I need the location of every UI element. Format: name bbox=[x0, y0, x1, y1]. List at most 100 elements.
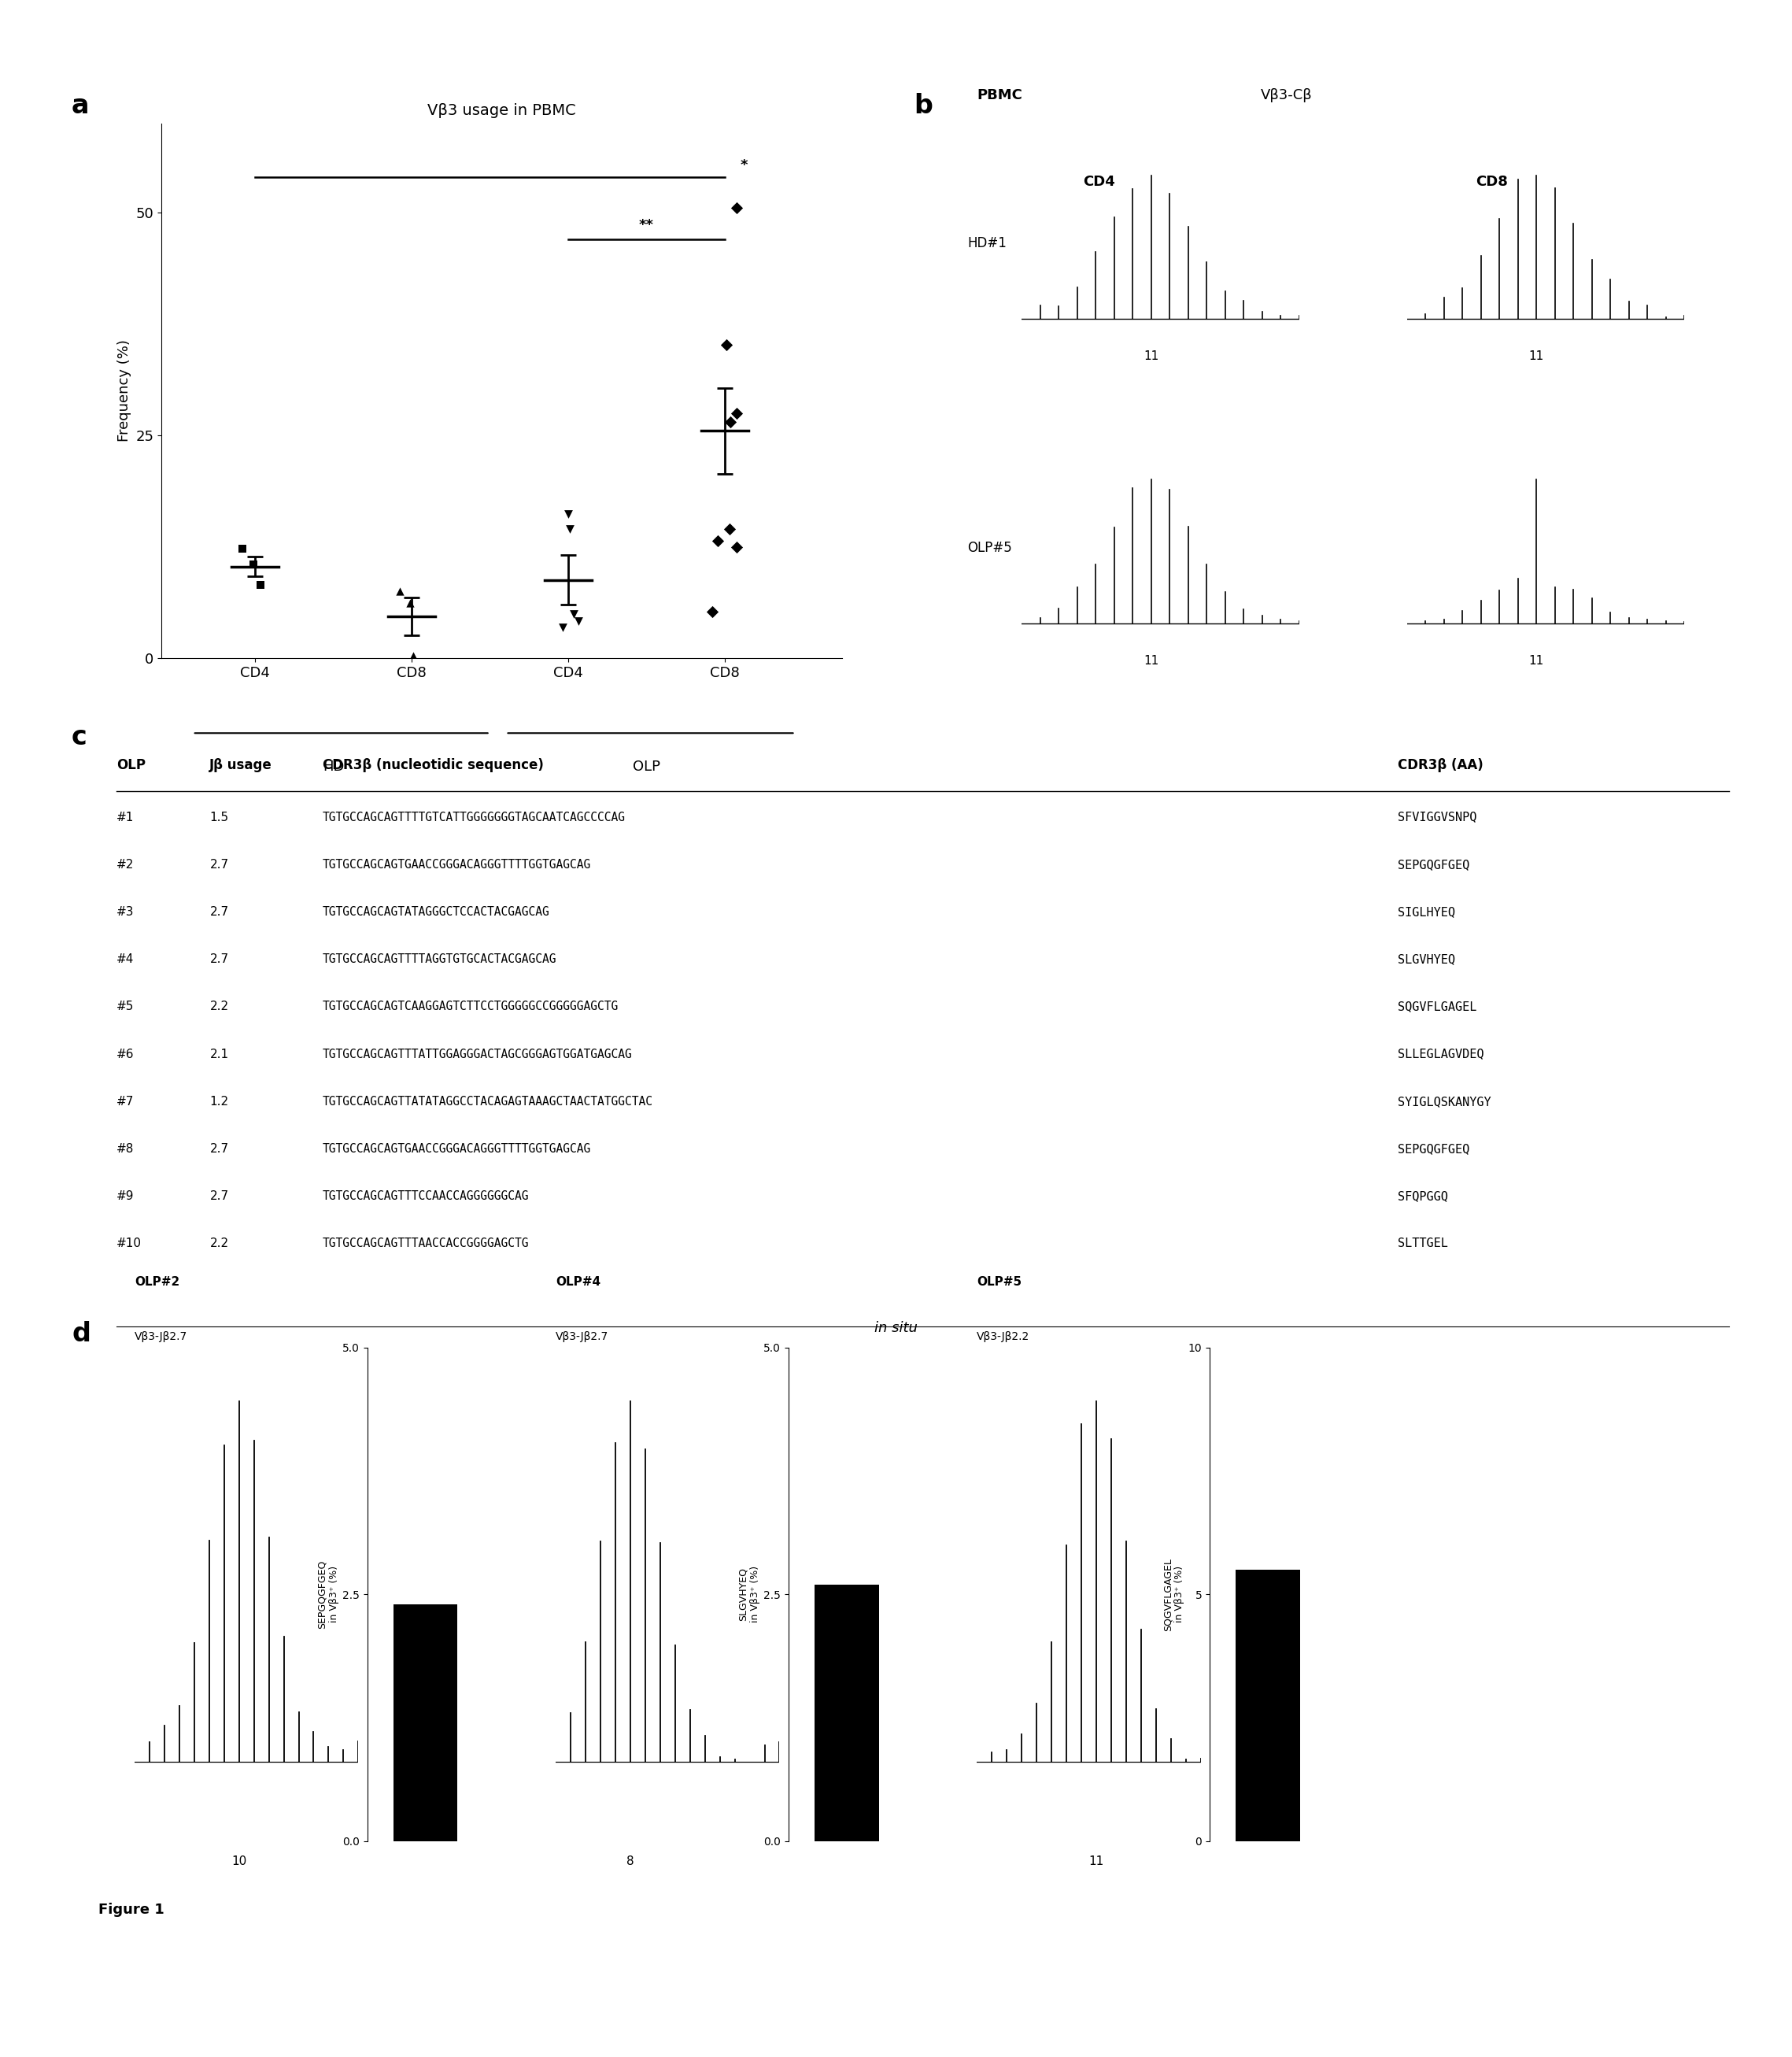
Text: SYIGLQSKANYGY: SYIGLQSKANYGY bbox=[1398, 1096, 1491, 1107]
Text: #9: #9 bbox=[116, 1191, 134, 1201]
Text: #10: #10 bbox=[116, 1238, 142, 1251]
Text: SLTTGEL: SLTTGEL bbox=[1398, 1238, 1448, 1251]
Point bbox=[556, 512, 584, 545]
Text: #8: #8 bbox=[116, 1144, 134, 1154]
Text: 2.2: 2.2 bbox=[210, 1238, 229, 1251]
Text: #1: #1 bbox=[116, 810, 134, 823]
Text: SIGLHYEQ: SIGLHYEQ bbox=[1398, 905, 1455, 917]
Text: 2.7: 2.7 bbox=[210, 905, 229, 917]
Text: HD: HD bbox=[323, 759, 344, 773]
Text: PBMC: PBMC bbox=[977, 88, 1021, 103]
Text: TGTGCCAGCAGTTTCCAACCAGGGGGGCAG: TGTGCCAGCAGTTTCCAACCAGGGGGGCAG bbox=[323, 1191, 529, 1201]
Text: Jβ usage: Jβ usage bbox=[210, 759, 272, 773]
Y-axis label: Frequency (%): Frequency (%) bbox=[116, 339, 131, 442]
Point bbox=[699, 594, 728, 627]
Text: SQGVFLGAGEL: SQGVFLGAGEL bbox=[1398, 1002, 1477, 1012]
Y-axis label: SLGVHYEQ
in Vβ3⁺ (%): SLGVHYEQ in Vβ3⁺ (%) bbox=[738, 1565, 760, 1623]
Text: SLGVHYEQ: SLGVHYEQ bbox=[1398, 954, 1455, 965]
Point bbox=[559, 597, 588, 629]
Text: d: d bbox=[72, 1321, 90, 1347]
Point bbox=[238, 547, 267, 580]
Point bbox=[396, 586, 425, 619]
Text: TGTGCCAGCAGTTTAACCACCGGGGAGCTG: TGTGCCAGCAGTTTAACCACCGGGGAGCTG bbox=[323, 1238, 529, 1251]
Text: OLP#5: OLP#5 bbox=[968, 541, 1012, 555]
Bar bbox=[394, 1604, 457, 1841]
Bar bbox=[1236, 1569, 1299, 1841]
Text: #2: #2 bbox=[116, 858, 134, 870]
Text: 10: 10 bbox=[231, 1855, 247, 1868]
Text: 1.5: 1.5 bbox=[210, 810, 229, 823]
Bar bbox=[815, 1584, 878, 1841]
Text: 2.1: 2.1 bbox=[210, 1049, 229, 1059]
Text: Vβ3-Jβ2.7: Vβ3-Jβ2.7 bbox=[556, 1331, 609, 1343]
Text: CD4: CD4 bbox=[1082, 175, 1115, 189]
Text: 2.7: 2.7 bbox=[210, 1144, 229, 1154]
Text: a: a bbox=[72, 93, 90, 119]
Point bbox=[715, 405, 744, 438]
Text: #5: #5 bbox=[116, 1002, 134, 1012]
Text: b: b bbox=[914, 93, 932, 119]
Point bbox=[554, 498, 582, 531]
Text: 2.7: 2.7 bbox=[210, 954, 229, 965]
Point bbox=[228, 533, 256, 566]
Text: 1.2: 1.2 bbox=[210, 1096, 229, 1107]
Point bbox=[548, 611, 577, 644]
Text: SFQPGGQ: SFQPGGQ bbox=[1398, 1191, 1448, 1201]
Text: 11: 11 bbox=[1143, 654, 1159, 666]
Y-axis label: SQGVFLGAGEL
in Vβ3⁺ (%): SQGVFLGAGEL in Vβ3⁺ (%) bbox=[1163, 1557, 1185, 1631]
Text: TGTGCCAGCAGTGAACCGGGACAGGGTTTTGGTGAGCAG: TGTGCCAGCAGTGAACCGGGACAGGGTTTTGGTGAGCAG bbox=[323, 858, 591, 870]
Text: 11: 11 bbox=[1529, 654, 1545, 666]
Text: TGTGCCAGCAGTTTTAGGTGTGCACTACGAGCAG: TGTGCCAGCAGTTTTAGGTGTGCACTACGAGCAG bbox=[323, 954, 557, 965]
Text: Vβ3-Jβ2.2: Vβ3-Jβ2.2 bbox=[977, 1331, 1030, 1343]
Text: 11: 11 bbox=[1143, 350, 1159, 362]
Text: 2.2: 2.2 bbox=[210, 1002, 229, 1012]
Text: OLP: OLP bbox=[633, 759, 659, 773]
Text: OLP#2: OLP#2 bbox=[134, 1275, 179, 1288]
Text: c: c bbox=[72, 724, 88, 751]
Text: TGTGCCAGCAGTGAACCGGGACAGGGTTTTGGTGAGCAG: TGTGCCAGCAGTGAACCGGGACAGGGTTTTGGTGAGCAG bbox=[323, 1144, 591, 1154]
Text: SEPGQGFGEQ: SEPGQGFGEQ bbox=[1398, 858, 1469, 870]
Text: TGTGCCAGCAGTCAAGGAGTCTTCCTGGGGGCCGGGGGAGCTG: TGTGCCAGCAGTCAAGGAGTCTTCCTGGGGGCCGGGGGAG… bbox=[323, 1002, 618, 1012]
Text: CDR3β (AA): CDR3β (AA) bbox=[1398, 759, 1484, 773]
Point bbox=[715, 512, 744, 545]
Point bbox=[711, 327, 740, 360]
Text: Vβ3-Cβ: Vβ3-Cβ bbox=[1260, 88, 1312, 103]
Text: SFVIGGVSNPQ: SFVIGGVSNPQ bbox=[1398, 810, 1477, 823]
Text: TGTGCCAGCAGTTTTGTCATTGGGGGGGTAGCAATCAGCCCCAG: TGTGCCAGCAGTTTTGTCATTGGGGGGGTAGCAATCAGCC… bbox=[323, 810, 625, 823]
Text: Vβ3-Jβ2.7: Vβ3-Jβ2.7 bbox=[134, 1331, 188, 1343]
Text: HD#1: HD#1 bbox=[968, 237, 1007, 251]
Title: Vβ3 usage in PBMC: Vβ3 usage in PBMC bbox=[428, 103, 575, 117]
Text: SLLEGLAGVDEQ: SLLEGLAGVDEQ bbox=[1398, 1049, 1484, 1059]
Point bbox=[722, 397, 751, 430]
Text: *: * bbox=[740, 158, 747, 173]
Text: in situ: in situ bbox=[874, 1321, 918, 1335]
Text: 11: 11 bbox=[1529, 350, 1545, 362]
Point bbox=[246, 568, 274, 601]
Text: CD8: CD8 bbox=[1475, 175, 1507, 189]
Text: Figure 1: Figure 1 bbox=[99, 1903, 165, 1917]
Text: 2.7: 2.7 bbox=[210, 858, 229, 870]
Text: TGTGCCAGCAGTTTATTGGAGGGACTAGCGGGAGTGGATGAGCAG: TGTGCCAGCAGTTTATTGGAGGGACTAGCGGGAGTGGATG… bbox=[323, 1049, 633, 1059]
Point bbox=[564, 605, 593, 638]
Text: #7: #7 bbox=[116, 1096, 134, 1107]
Text: OLP#4: OLP#4 bbox=[556, 1275, 600, 1288]
Text: TGTGCCAGCAGTTATATAGGCCTACAGAGTAAAGCTAACTATGGCTAC: TGTGCCAGCAGTTATATAGGCCTACAGAGTAAAGCTAACT… bbox=[323, 1096, 652, 1107]
Point bbox=[398, 640, 426, 673]
Text: #3: #3 bbox=[116, 905, 134, 917]
Point bbox=[385, 574, 414, 607]
Text: 11: 11 bbox=[1088, 1855, 1104, 1868]
Text: **: ** bbox=[640, 218, 654, 232]
Point bbox=[722, 531, 751, 564]
Text: 2.7: 2.7 bbox=[210, 1191, 229, 1201]
Text: SEPGQGFGEQ: SEPGQGFGEQ bbox=[1398, 1144, 1469, 1154]
Text: #6: #6 bbox=[116, 1049, 134, 1059]
Point bbox=[704, 525, 733, 557]
Text: #4: #4 bbox=[116, 954, 134, 965]
Text: 8: 8 bbox=[627, 1855, 634, 1868]
Y-axis label: SEPGQGFGEQ
in Vβ3⁺ (%): SEPGQGFGEQ in Vβ3⁺ (%) bbox=[317, 1559, 339, 1629]
Text: CDR3β (nucleotidic sequence): CDR3β (nucleotidic sequence) bbox=[323, 759, 543, 773]
Text: OLP#5: OLP#5 bbox=[977, 1275, 1021, 1288]
Text: TGTGCCAGCAGTATAGGGCTCCACTACGAGCAG: TGTGCCAGCAGTATAGGGCTCCACTACGAGCAG bbox=[323, 905, 550, 917]
Point bbox=[722, 191, 751, 224]
Text: OLP: OLP bbox=[116, 759, 145, 773]
